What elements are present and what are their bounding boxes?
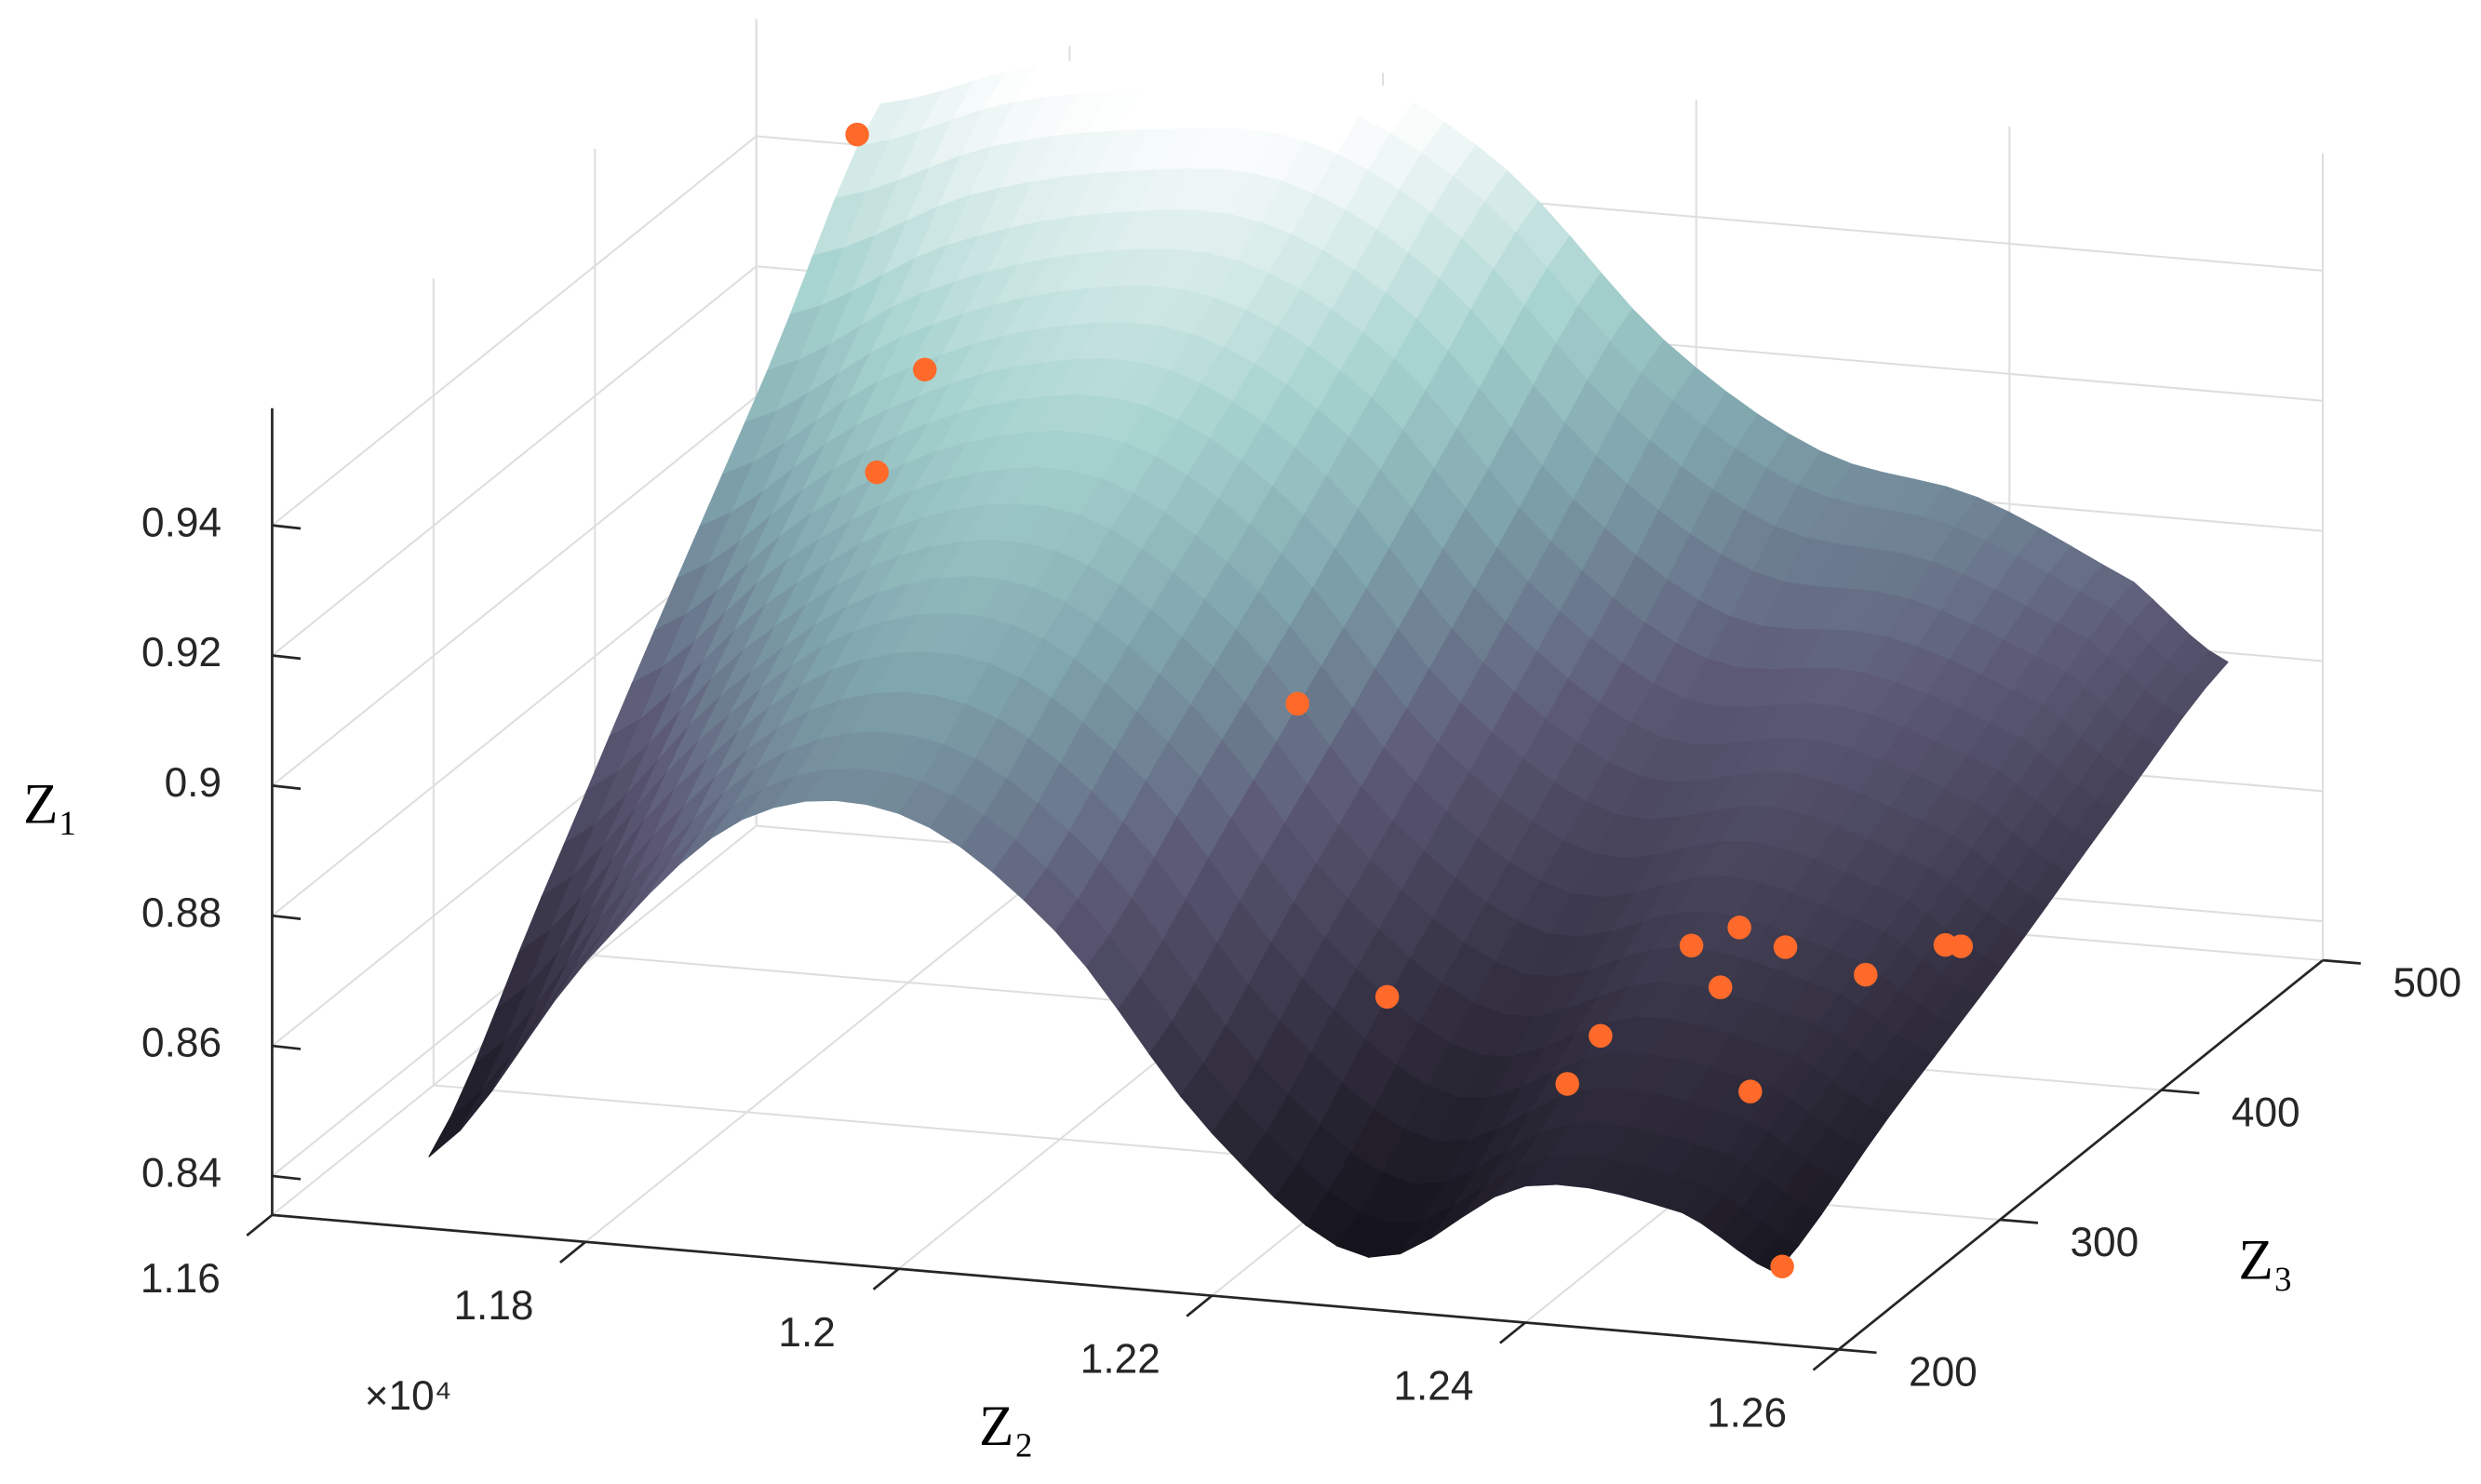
z-tick [272, 783, 302, 791]
x-tick [1498, 1321, 1526, 1344]
data-point [1738, 1079, 1763, 1103]
y-tick [2322, 958, 2361, 965]
x-axis-line [272, 1213, 1839, 1351]
surface-patch [428, 1090, 484, 1157]
z-tick-label: 0.86 [141, 1021, 221, 1066]
z-tick-label: 0.84 [141, 1151, 221, 1197]
y-tick [1838, 1348, 1877, 1355]
data-point [1708, 975, 1733, 999]
x-tick [1812, 1348, 1840, 1371]
z-tick-label: 0.94 [141, 500, 221, 545]
grid-line [271, 265, 758, 657]
data-point [1375, 984, 1400, 1009]
y-tick [2000, 1218, 2039, 1224]
data-point [1854, 962, 1878, 987]
x-tick-label: 1.2 [778, 1310, 835, 1356]
data-point [845, 122, 869, 147]
data-point [1679, 933, 1704, 958]
x-tick-label: 1.18 [453, 1283, 533, 1329]
data-point [1727, 916, 1751, 940]
y-tick-label: 200 [1909, 1349, 1978, 1395]
y-tick-label: 300 [2070, 1220, 2139, 1265]
z-tick-label: 0.88 [141, 890, 221, 936]
y-tick-label: 500 [2393, 960, 2461, 1006]
x-tick-label: 1.16 [141, 1256, 221, 1302]
data-point [913, 357, 937, 381]
z-tick [272, 1044, 302, 1050]
z-tick-label: 0.92 [141, 630, 221, 675]
data-point [1949, 934, 1974, 958]
grid-line [271, 135, 758, 527]
z-tick-label: 0.9 [165, 760, 221, 806]
x-tick-label: 1.22 [1080, 1337, 1160, 1383]
x-tick-label: 1.24 [1393, 1364, 1473, 1410]
x-axis-label: Z₂ [979, 1395, 1034, 1458]
x-multiplier: ×10⁴ [365, 1373, 452, 1419]
data-point [1555, 1072, 1579, 1096]
z-axis-label: Z₁ [23, 773, 78, 836]
y-tick-label: 400 [2232, 1090, 2300, 1135]
y-axis-line [1837, 959, 2324, 1351]
y-axis-label: Z₃ [2238, 1228, 2293, 1291]
data-point [865, 460, 890, 485]
x-tick-label: 1.26 [1707, 1390, 1787, 1436]
x-tick [1186, 1294, 1214, 1317]
x-tick [872, 1267, 900, 1290]
grid-line [584, 851, 1071, 1243]
data-point [1773, 935, 1798, 959]
z-tick [272, 654, 302, 661]
z-tick [272, 914, 302, 920]
x-tick [559, 1240, 586, 1263]
y-tick [2161, 1089, 2200, 1095]
x-tick [246, 1213, 274, 1237]
data-point [1770, 1254, 1794, 1279]
surface-patch [1756, 1235, 1800, 1274]
data-point [1589, 1023, 1613, 1049]
data-point [1285, 691, 1309, 716]
grid-line [271, 395, 758, 787]
z-tick [272, 524, 302, 530]
z-tick [272, 1174, 302, 1181]
